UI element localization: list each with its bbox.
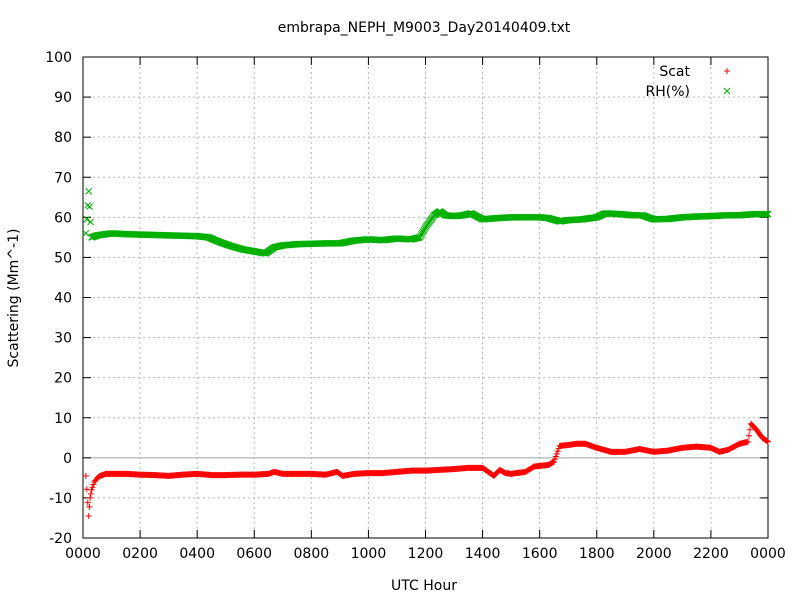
data-point bbox=[765, 438, 771, 445]
data-point-fill bbox=[764, 438, 771, 445]
legend-marker bbox=[724, 68, 730, 74]
y-axis: -20 -10 0 10 20 30 40 50 60 70 80 90 100 bbox=[45, 50, 768, 547]
data-point-fill bbox=[86, 503, 93, 510]
x-tick-label: 1600 bbox=[522, 546, 558, 562]
grid bbox=[83, 56, 768, 539]
y-tick-label: 30 bbox=[54, 331, 72, 347]
y-tick-label: 20 bbox=[54, 371, 72, 387]
data-point-fill bbox=[552, 453, 559, 460]
data-point-fill bbox=[90, 481, 97, 488]
x-tick-label: 2200 bbox=[693, 546, 729, 562]
data-point-fill bbox=[89, 484, 96, 491]
x-tick-label: 0800 bbox=[294, 546, 330, 562]
data-point bbox=[85, 512, 92, 519]
data-point bbox=[85, 187, 93, 195]
legend-label: Scat bbox=[659, 64, 690, 80]
data-point bbox=[745, 438, 752, 445]
y-tick-label: 40 bbox=[54, 291, 72, 307]
x-tick-label: 0400 bbox=[179, 546, 215, 562]
data-point-fill bbox=[87, 218, 94, 226]
y-tick-label: 70 bbox=[54, 170, 72, 186]
data-point-fill bbox=[84, 499, 91, 506]
series-layer bbox=[82, 187, 772, 519]
y-tick-label: 100 bbox=[45, 50, 72, 66]
data-point-fill bbox=[554, 448, 561, 455]
series-scat bbox=[82, 420, 771, 519]
data-point bbox=[764, 210, 772, 218]
y-tick-label: -20 bbox=[49, 531, 72, 547]
y-tick-label: 80 bbox=[54, 130, 72, 146]
y-tick-label: 10 bbox=[54, 411, 72, 427]
y-tick-label: 60 bbox=[54, 210, 72, 226]
x-tick-label: 0200 bbox=[122, 546, 158, 562]
y-tick-label: 0 bbox=[63, 451, 72, 467]
x-tick-label: 2000 bbox=[636, 546, 672, 562]
data-point bbox=[82, 472, 89, 479]
data-point-fill bbox=[763, 210, 771, 218]
data-point-fill bbox=[551, 456, 558, 463]
series-rh bbox=[82, 187, 772, 257]
data-point-fill bbox=[746, 426, 753, 433]
y-tick-label: 50 bbox=[54, 250, 72, 266]
data-point-fill bbox=[87, 490, 94, 497]
data-point bbox=[87, 494, 94, 501]
x-axis-label: UTC Hour bbox=[391, 578, 457, 594]
y-tick-label: -10 bbox=[49, 491, 72, 507]
data-point bbox=[550, 458, 557, 465]
data-point-fill bbox=[83, 486, 90, 493]
data-point-fill bbox=[83, 215, 91, 223]
x-tick-label: 1000 bbox=[351, 546, 387, 562]
x-tick-label: 0000 bbox=[750, 546, 786, 562]
x-tick-label: 1800 bbox=[579, 546, 615, 562]
x-tick-label: 1400 bbox=[465, 546, 501, 562]
data-point-fill bbox=[86, 203, 94, 210]
data-point bbox=[82, 230, 90, 237]
chart-title: embrapa_NEPH_M9003_Day20140409.txt bbox=[278, 20, 571, 36]
data-point bbox=[88, 486, 95, 493]
data-point-fill bbox=[745, 432, 752, 439]
legend-marker bbox=[723, 87, 731, 95]
x-tick-label: 0000 bbox=[65, 546, 101, 562]
y-axis-label: Scattering (Mm^-1) bbox=[6, 229, 22, 368]
y-tick-label: 90 bbox=[54, 90, 72, 106]
legend: Scat RH(%) bbox=[646, 64, 731, 100]
x-tick-label: 1200 bbox=[408, 546, 444, 562]
legend-label: RH(%) bbox=[646, 84, 690, 100]
data-point-fill bbox=[762, 210, 769, 218]
x-axis: 0000 0200 0400 0600 0800 1000 1200 1400 1600 1800… bbox=[65, 57, 786, 562]
data-point-fill bbox=[762, 210, 770, 218]
x-tick-label: 0600 bbox=[236, 546, 272, 562]
data-point bbox=[553, 450, 560, 457]
